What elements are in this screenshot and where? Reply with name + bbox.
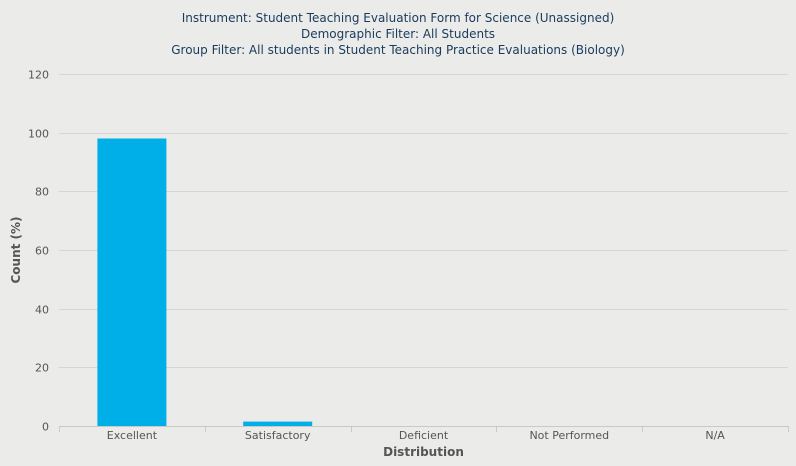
bar-excellent xyxy=(97,138,167,426)
x-tick-label-not-performed: Not Performed xyxy=(529,429,609,442)
x-tick-label-n-a: N/A xyxy=(705,429,725,442)
x-axis: Excellent Satisfactory Deficient Not Perfor… xyxy=(59,426,789,442)
y-tick-label-40: 40 xyxy=(35,304,49,317)
grid-lines xyxy=(59,74,788,368)
x-tick-label-satisfactory: Satisfactory xyxy=(245,429,311,442)
x-axis-title: Distribution xyxy=(383,445,464,459)
x-tick-label-excellent: Excellent xyxy=(107,429,158,442)
title-group-filter: Group Filter: All students in Student Te… xyxy=(171,43,625,57)
y-tick-label-100: 100 xyxy=(28,128,49,141)
bar-satisfactory xyxy=(243,421,313,426)
y-tick-label-120: 120 xyxy=(28,69,49,82)
bars xyxy=(97,138,313,426)
title-instrument: Instrument: Student Teaching Evaluation … xyxy=(181,11,615,25)
y-axis-title: Count (%) xyxy=(9,216,23,283)
y-tick-label-20: 20 xyxy=(35,362,49,375)
y-tick-label-80: 80 xyxy=(35,186,49,199)
title-demographic-filter: Demographic Filter: All Students xyxy=(300,27,496,41)
x-tick-label-deficient: Deficient xyxy=(399,429,449,442)
y-tick-label-60: 60 xyxy=(35,245,49,258)
chart-title: Instrument: Student Teaching Evaluation … xyxy=(0,10,796,58)
y-tick-label-0: 0 xyxy=(42,421,49,434)
y-tick-labels: 0 20 40 60 80 100 120 xyxy=(28,69,49,434)
